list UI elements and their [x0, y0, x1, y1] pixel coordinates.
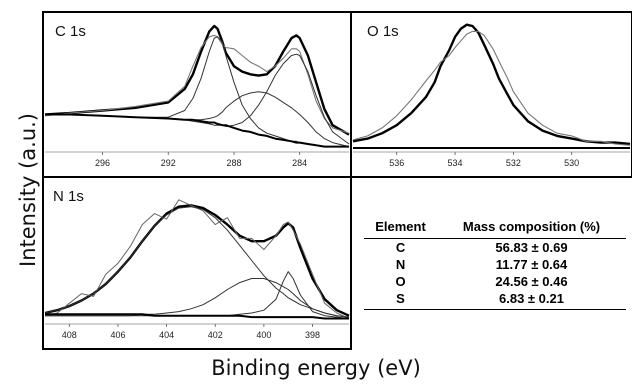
series-line [45, 91, 350, 148]
x-tick-label: 400 [256, 330, 271, 340]
table-row: C 56.83 ± 0.69 [364, 239, 626, 257]
element-cell: O [395, 274, 406, 289]
n1s-panel: 408 406 404 402 400 398 N 1s [42, 176, 352, 350]
table-row: N 11.77 ± 0.64 [364, 256, 626, 273]
x-tick-label: 530 [564, 158, 579, 168]
column-header-mass-composition: Mass composition (%) [437, 216, 626, 239]
y-axis-title: Intensity (a.u.) [16, 113, 40, 267]
panel-title: C 1s [55, 23, 86, 40]
table-header-row: Element Mass composition (%) [364, 216, 626, 239]
table-row: S 6.83 ± 0.21 [364, 290, 626, 310]
series-line [44, 206, 350, 318]
table-row: O 24.56 ± 0.46 [364, 273, 626, 290]
composition-table: Element Mass composition (%) C 56.83 ± 0… [364, 216, 626, 310]
x-tick-label: 292 [161, 158, 176, 168]
composition-cell: 56.83 ± 0.69 [495, 240, 568, 255]
x-tick-label: 408 [62, 330, 77, 340]
panel-title: N 1s [53, 188, 84, 205]
series-line [45, 36, 349, 148]
series-line [44, 199, 350, 319]
series-line [44, 24, 350, 136]
element-cell: C [395, 240, 406, 255]
x-tick-label: 296 [95, 158, 110, 168]
series-line [352, 30, 631, 146]
composition-cell: 11.77 ± 0.64 [495, 257, 568, 272]
x-tick-label: 404 [159, 330, 174, 340]
x-tick-label: 284 [292, 158, 307, 168]
x-tick-label: 406 [110, 330, 125, 340]
series-line [45, 113, 349, 148]
x-tick-label: 534 [448, 158, 463, 168]
panel-title: O 1s [367, 23, 399, 40]
x-axis-title: Binding energy (eV) [211, 356, 421, 380]
composition-cell: 6.83 ± 0.21 [437, 290, 626, 310]
series-line [45, 313, 349, 320]
series-line [352, 23, 631, 146]
x-tick-label: 532 [506, 158, 521, 168]
element-cell: S [364, 290, 438, 310]
series-line [45, 278, 350, 318]
panel-frame [42, 176, 352, 350]
x-tick-label: 536 [389, 158, 404, 168]
o1s-panel: 536 534 532 530 O 1s [350, 11, 632, 178]
column-header-element: Element [364, 216, 438, 239]
element-cell: N [395, 257, 406, 272]
c1s-panel: 296 292 288 284 C 1s [42, 11, 352, 178]
panel-frame [350, 11, 632, 178]
series-line [45, 53, 350, 145]
x-tick-label: 288 [226, 158, 241, 168]
x-tick-label: 402 [208, 330, 223, 340]
composition-cell: 24.56 ± 0.46 [495, 274, 568, 289]
x-tick-label: 398 [305, 330, 320, 340]
